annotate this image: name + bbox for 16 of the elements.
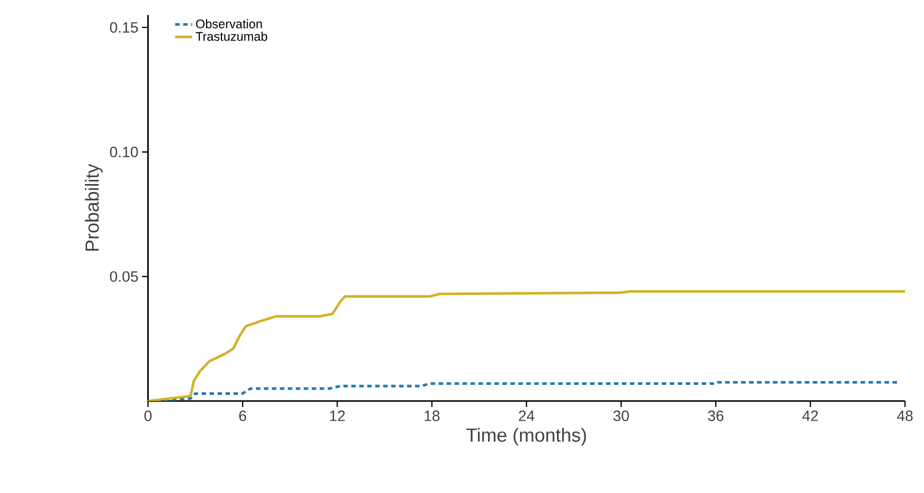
x-axis-title: Time (months) <box>466 428 586 446</box>
x-tick-label: 36 <box>708 410 724 422</box>
x-tick-label: 12 <box>330 410 345 421</box>
x-tick-label: 30 <box>613 410 629 422</box>
x-tick-label: 48 <box>897 410 913 422</box>
y-tick-label: 0.10 <box>110 146 138 158</box>
y-axis-title: Probability <box>84 164 103 251</box>
legend-label: Trastuzumab <box>196 32 268 41</box>
legend-label: Observation <box>196 19 262 28</box>
y-tick-label: 0.05 <box>110 271 138 282</box>
x-tick-label: 0 <box>144 410 152 422</box>
x-tick-label: 42 <box>802 410 818 421</box>
x-tick-label: 24 <box>518 410 534 421</box>
x-tick-label: 18 <box>424 410 440 422</box>
y-tick-label: 0.15 <box>110 22 138 33</box>
x-tick-label: 6 <box>239 410 246 422</box>
